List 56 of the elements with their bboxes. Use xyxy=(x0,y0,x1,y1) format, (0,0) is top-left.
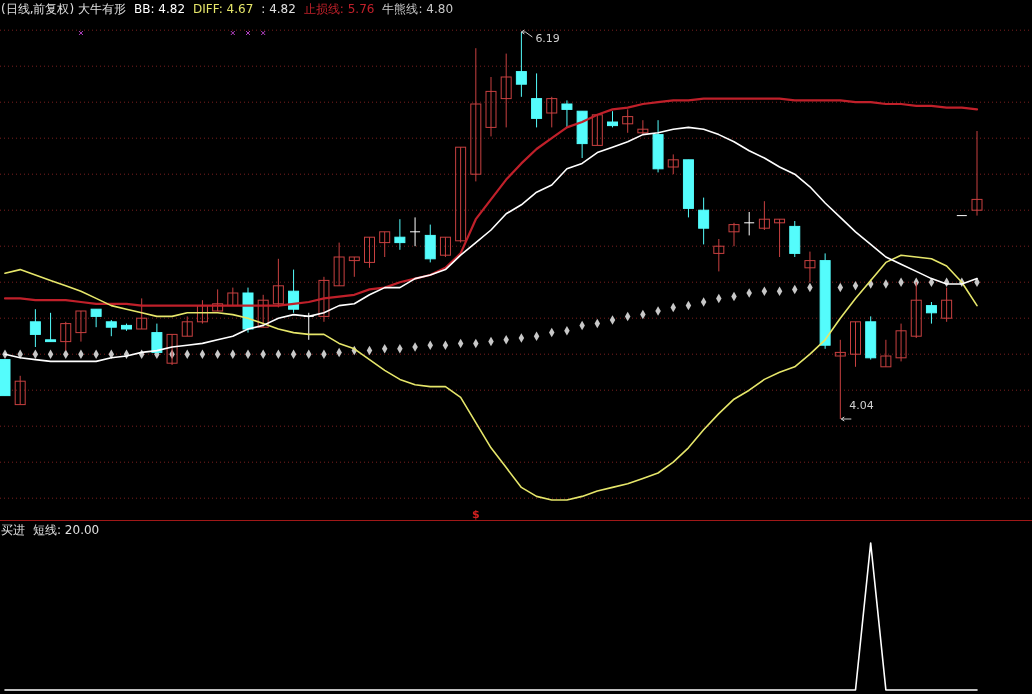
candlestick xyxy=(804,251,816,283)
candlestick xyxy=(515,31,527,98)
candlestick xyxy=(409,216,421,247)
candlestick xyxy=(591,114,603,146)
candlestick xyxy=(941,287,953,323)
chart-title: (日线,前复权) 大牛有形 xyxy=(1,2,126,16)
candlestick xyxy=(29,308,41,348)
candlestick xyxy=(348,256,360,278)
text: 止损线: 5.76 xyxy=(303,2,375,16)
candlestick xyxy=(424,224,436,263)
candlestick xyxy=(333,242,345,287)
candlestick xyxy=(880,339,892,368)
candlestick xyxy=(713,238,725,272)
candlestick xyxy=(257,294,269,328)
candlestick xyxy=(75,310,87,343)
annotation: 6.19 xyxy=(535,32,560,45)
candlestick xyxy=(470,47,482,182)
candlestick xyxy=(196,299,208,325)
candlestick xyxy=(895,323,907,362)
text: 短线: 20.00 xyxy=(33,523,100,537)
candlestick xyxy=(774,218,786,258)
candlestick xyxy=(728,222,740,247)
candlestick xyxy=(834,339,846,420)
annotation: 4.04 xyxy=(849,399,874,412)
candlestick xyxy=(14,375,26,406)
candlestick xyxy=(546,96,558,128)
candlestick xyxy=(850,321,861,368)
candlestick xyxy=(136,297,148,330)
candlestick xyxy=(394,218,406,251)
candlestick xyxy=(743,211,755,236)
candlestick xyxy=(622,108,634,134)
candlestick xyxy=(971,130,983,217)
candlestick xyxy=(500,53,512,128)
chart-title: 买进 xyxy=(1,523,25,537)
text: DIFF: 4.67 xyxy=(193,2,254,16)
candlestick xyxy=(758,200,770,231)
text: : 4.82 xyxy=(261,2,296,16)
text: $ xyxy=(471,508,480,521)
candlestick xyxy=(531,72,543,128)
candlestick xyxy=(181,315,193,337)
candlestick xyxy=(379,231,391,258)
candlestick xyxy=(667,153,679,175)
text: BB: 4.82 xyxy=(134,2,186,16)
text: 牛熊线: 4.80 xyxy=(382,2,454,16)
candlestick xyxy=(90,308,102,328)
candlestick xyxy=(364,236,375,269)
candlestick xyxy=(212,288,224,312)
candlestick xyxy=(439,236,451,258)
candlestick xyxy=(561,99,573,128)
candlestick xyxy=(455,146,467,244)
candlestick xyxy=(45,312,57,343)
candlestick xyxy=(698,197,710,245)
candlestick xyxy=(637,119,649,136)
candlestick xyxy=(485,76,497,137)
candlestick xyxy=(318,276,330,323)
candlestick xyxy=(925,301,937,325)
